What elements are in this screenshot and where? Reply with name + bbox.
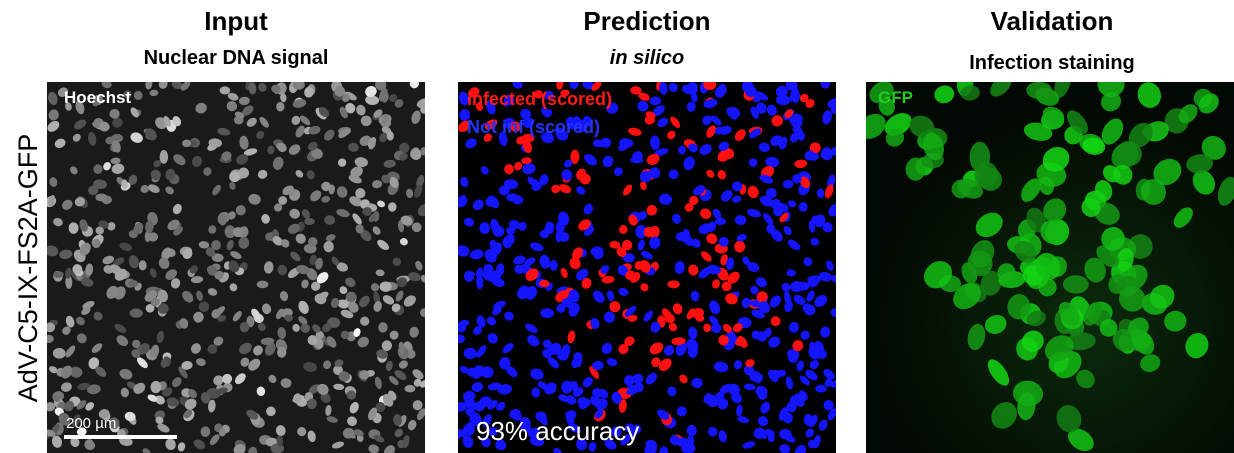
accuracy-label: 93% accuracy (476, 416, 639, 446)
nucleus (277, 347, 286, 358)
scale-bar-label: 200 µm (66, 415, 116, 432)
panel-subtitle: in silico (610, 47, 684, 69)
scale-bar (64, 435, 177, 439)
panel-subtitle: Infection staining (969, 52, 1135, 74)
nucleus (139, 260, 147, 270)
nucleus (380, 281, 392, 291)
panel-title: Prediction (583, 6, 710, 36)
panel-subtitle: Nuclear DNA signal (144, 47, 329, 69)
nucleus (549, 260, 557, 271)
row-label: AdV-C5-IX-FS2A-GFP (13, 134, 43, 403)
channel-label: GFP (878, 88, 913, 107)
figure: Input Nuclear DNA signal Prediction in s… (0, 0, 1234, 453)
nucleus (688, 346, 698, 358)
nucleus (650, 322, 660, 333)
nucleus (304, 218, 315, 225)
nucleus (715, 218, 726, 225)
nucleus (790, 281, 803, 292)
legend-entry: Not inf (scored) (467, 117, 600, 137)
panel-title: Validation (991, 6, 1114, 36)
nucleus (1097, 72, 1124, 96)
channel-label: Hoechst (64, 88, 131, 107)
panel-title: Input (204, 6, 268, 36)
nucleus (240, 322, 250, 332)
legend-entry: Infected (scored) (467, 89, 612, 109)
